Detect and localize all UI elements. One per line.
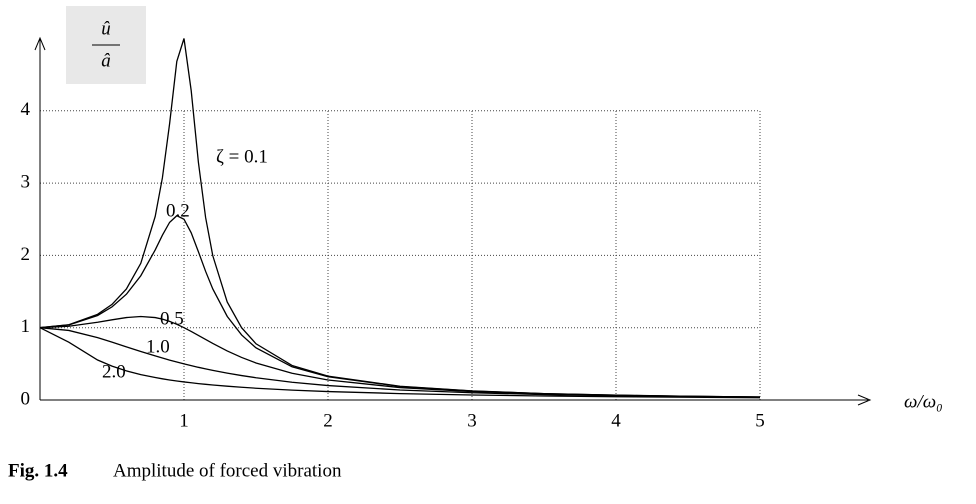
series-label: 1.0 <box>146 336 170 357</box>
y-tick-label: 2 <box>21 244 31 265</box>
x-tick-label: 2 <box>323 410 333 431</box>
x-axis-label: ω/ω₀ <box>904 391 943 412</box>
y-axis-arrow <box>34 36 46 51</box>
y-label-denominator: â <box>101 50 111 71</box>
y-label-numerator: û <box>101 18 111 39</box>
series-label: 2.0 <box>102 361 126 382</box>
caption-number: Fig. 1.4 <box>8 460 68 481</box>
y-tick-label: 3 <box>21 171 31 192</box>
series-label: 0.2 <box>166 200 190 221</box>
curve <box>39 327 761 398</box>
curve <box>39 327 761 399</box>
y-tick-label: 1 <box>21 316 31 337</box>
x-tick-label: 3 <box>467 410 477 431</box>
x-tick-label: 1 <box>179 410 189 431</box>
curve <box>39 214 761 398</box>
y-tick-label: 0 <box>21 388 31 409</box>
curve <box>39 315 761 398</box>
y-tick-label: 4 <box>21 99 31 120</box>
x-tick-label: 5 <box>755 410 765 431</box>
caption-text: Amplitude of forced vibration <box>113 460 342 481</box>
series-label: ζ = 0.1 <box>216 146 268 167</box>
x-tick-label: 4 <box>611 410 621 431</box>
series-label: 0.5 <box>160 308 184 329</box>
x-axis-arrow <box>857 394 872 406</box>
